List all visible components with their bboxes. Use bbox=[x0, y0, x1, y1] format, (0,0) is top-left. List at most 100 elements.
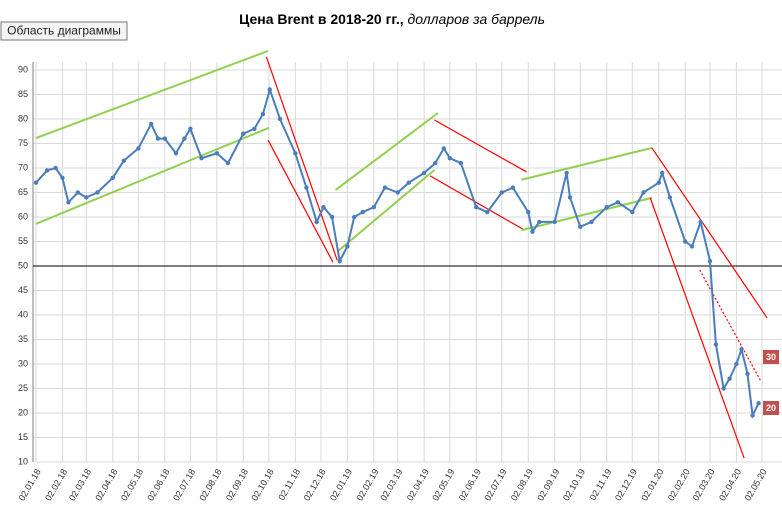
price-marker bbox=[277, 116, 283, 122]
x-tick-label: 02.10.18 bbox=[250, 467, 276, 502]
y-tick-label: 60 bbox=[18, 211, 28, 221]
price-marker bbox=[458, 160, 464, 166]
x-tick-label: 02.04.18 bbox=[93, 467, 119, 502]
price-marker bbox=[721, 386, 726, 391]
tooltip-box bbox=[0, 21, 128, 41]
y-tick-label: 80 bbox=[18, 113, 28, 123]
chart-title-group: Цена Brent в 2018-20 гг., долларов за ба… bbox=[239, 11, 545, 27]
y-tick-label: 40 bbox=[18, 309, 28, 319]
price-marker bbox=[84, 195, 89, 200]
price-marker bbox=[329, 214, 335, 220]
price-marker bbox=[121, 158, 127, 163]
price-marker bbox=[537, 219, 542, 225]
y-tick-label: 30 bbox=[18, 358, 28, 368]
badge: 30 bbox=[766, 352, 776, 362]
x-tick-label: 02.08.19 bbox=[509, 467, 535, 502]
price-marker bbox=[162, 136, 168, 141]
x-tick-label: 02.12.19 bbox=[613, 467, 639, 502]
y-tick-label: 15 bbox=[18, 432, 28, 442]
badge-box bbox=[763, 350, 779, 364]
y-tick-label: 35 bbox=[18, 334, 28, 344]
y-tick-label: 75 bbox=[18, 138, 28, 148]
trend-line bbox=[334, 112, 439, 191]
price-marker bbox=[433, 160, 438, 166]
x-tick-label: 02.04.19 bbox=[405, 467, 431, 502]
x-tick-label: 02.02.19 bbox=[354, 467, 380, 502]
price-marker bbox=[173, 151, 179, 156]
x-tick-label: 02.01.18 bbox=[17, 467, 43, 502]
price-marker bbox=[314, 219, 319, 225]
price-marker bbox=[485, 209, 490, 215]
price-marker bbox=[53, 165, 58, 171]
price-marker bbox=[447, 156, 452, 161]
grid: 10 15 20 25 30 35 40 45 50 55 60 65 70 75 80 85 90 02.01.… bbox=[17, 62, 782, 503]
price-marker bbox=[641, 190, 646, 195]
price-marker bbox=[155, 136, 161, 141]
price-marker bbox=[656, 180, 661, 185]
trend-line bbox=[434, 119, 527, 173]
price-marker bbox=[33, 180, 39, 185]
x-tick-label: 02.06.19 bbox=[457, 467, 483, 502]
price-marker bbox=[578, 224, 583, 229]
x-tick-label: 02.10.19 bbox=[561, 467, 587, 502]
price-marker bbox=[225, 160, 231, 166]
price-marker bbox=[345, 244, 350, 249]
price-marker bbox=[182, 136, 187, 141]
trend-line bbox=[265, 56, 338, 261]
trend-line bbox=[267, 139, 334, 263]
x-tick-label: 02.11.18 bbox=[276, 467, 302, 502]
price-marker bbox=[727, 376, 732, 381]
price-marker bbox=[615, 200, 621, 205]
tooltip: Область диаграммы bbox=[7, 24, 121, 38]
trend-line bbox=[521, 146, 653, 181]
x-tick-label: 02.01.20 bbox=[639, 467, 665, 502]
price-marker bbox=[474, 205, 479, 210]
price-marker bbox=[406, 180, 412, 185]
x-tick-label: 02.01.19 bbox=[328, 467, 354, 502]
x-tick-label: 02.09.19 bbox=[535, 467, 561, 502]
price-marker bbox=[110, 175, 115, 180]
price-marker bbox=[214, 151, 220, 156]
x-tick-label: 02.05.20 bbox=[743, 467, 769, 502]
y-tick-label: 45 bbox=[18, 285, 28, 295]
price-marker bbox=[260, 111, 266, 117]
trend-line bbox=[336, 169, 436, 253]
price-marker bbox=[60, 175, 65, 180]
x-tick-label: 02.04.20 bbox=[717, 467, 743, 502]
price-marker bbox=[188, 126, 193, 131]
x-tick-label: 02.02.20 bbox=[666, 467, 692, 502]
price-marker bbox=[421, 170, 427, 176]
price-marker bbox=[199, 156, 204, 161]
price-marker bbox=[371, 205, 377, 210]
plot bbox=[33, 49, 782, 459]
price-marker bbox=[382, 185, 388, 190]
price-marker bbox=[510, 185, 516, 190]
y-tick-label: 90 bbox=[18, 64, 28, 74]
x-tick-label: 02.07.19 bbox=[482, 467, 508, 502]
price-marker bbox=[441, 146, 446, 151]
x-tick-label: 02.05.19 bbox=[430, 467, 456, 502]
x-tick-label: 02.02.18 bbox=[43, 467, 69, 502]
x-tick-label: 02.11.19 bbox=[588, 467, 614, 502]
trend-line bbox=[429, 175, 526, 231]
trend-line bbox=[521, 196, 653, 232]
price-marker bbox=[95, 190, 100, 195]
price-marker bbox=[604, 205, 609, 210]
price-marker bbox=[734, 361, 739, 367]
y-tick-label: 50 bbox=[18, 260, 28, 270]
price-marker bbox=[304, 185, 309, 190]
price-marker bbox=[66, 200, 71, 205]
price-marker bbox=[756, 401, 761, 406]
x-tick-label: 02.03.19 bbox=[378, 467, 404, 502]
trend-line bbox=[699, 269, 761, 381]
price-marker bbox=[707, 258, 713, 264]
chart-subtitle: долларов за баррель bbox=[408, 11, 545, 27]
price-marker bbox=[567, 195, 573, 200]
price-marker bbox=[293, 151, 298, 156]
price-marker bbox=[659, 170, 665, 176]
price-marker bbox=[136, 146, 141, 151]
x-tick-label: 02.03.20 bbox=[691, 467, 717, 502]
x-tick-label: 02.05.18 bbox=[119, 467, 145, 502]
trend-line bbox=[35, 126, 270, 225]
